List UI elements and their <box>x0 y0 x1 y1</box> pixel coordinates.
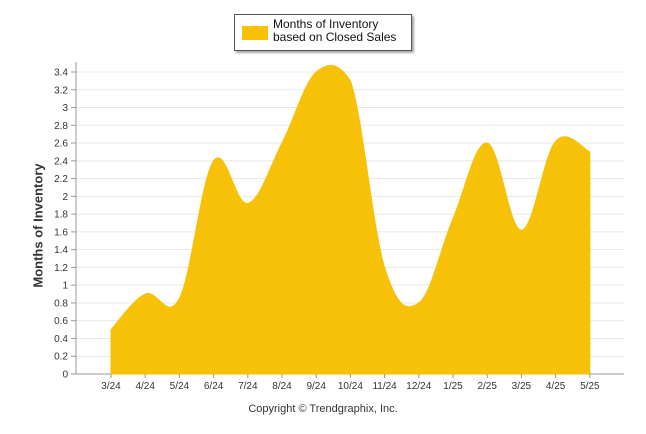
x-tick-label: 10/24 <box>338 381 363 392</box>
x-tick-label: 6/24 <box>204 381 224 392</box>
y-tick-label: 2.8 <box>54 121 68 132</box>
legend-label: Months of Inventory based on Closed Sale… <box>273 17 397 44</box>
x-tick-label: 3/24 <box>101 381 121 392</box>
y-tick-label: 0.4 <box>54 334 68 345</box>
y-tick-label: 1 <box>62 281 68 292</box>
x-tick-label: 7/24 <box>238 381 258 392</box>
x-tick-label: 4/24 <box>135 381 155 392</box>
area-series <box>110 64 591 375</box>
y-tick-label: 0 <box>62 370 68 381</box>
x-tick-label: 5/25 <box>580 381 600 392</box>
y-tick-label: 3.2 <box>54 85 68 96</box>
x-tick-label: 5/24 <box>170 381 190 392</box>
copyright-footer: Copyright © Trendgraphix, Inc. <box>248 403 398 415</box>
y-tick-label: 3 <box>62 103 68 114</box>
y-tick-label: 1.2 <box>54 263 68 274</box>
y-tick-label: 0.8 <box>54 298 68 309</box>
x-tick-label: 12/24 <box>406 381 431 392</box>
y-tick-label: 2.2 <box>54 174 68 185</box>
y-tick-label: 0.6 <box>54 316 68 327</box>
x-tick-label: 8/24 <box>272 381 292 392</box>
y-tick-label: 2 <box>62 192 68 203</box>
x-tick-label: 2/25 <box>477 381 497 392</box>
y-tick-label: 0.2 <box>54 352 68 363</box>
x-tick-label: 11/24 <box>372 381 397 392</box>
x-tick-label: 3/25 <box>512 381 532 392</box>
x-tick-label: 1/25 <box>443 381 463 392</box>
y-tick-label: 2.6 <box>54 139 68 150</box>
y-tick-label: 2.4 <box>54 156 68 167</box>
x-tick-label: 9/24 <box>306 381 326 392</box>
y-axis-label: Months of Inventory <box>30 163 46 288</box>
y-tick-label: 1.6 <box>54 227 68 238</box>
y-tick-label: 1.4 <box>54 245 68 256</box>
y-tick-label: 1.8 <box>54 210 68 221</box>
y-tick-label: 3.4 <box>54 68 68 79</box>
x-tick-label: 4/25 <box>546 381 566 392</box>
legend: Months of Inventory based on Closed Sale… <box>234 14 412 51</box>
legend-swatch <box>242 26 268 40</box>
